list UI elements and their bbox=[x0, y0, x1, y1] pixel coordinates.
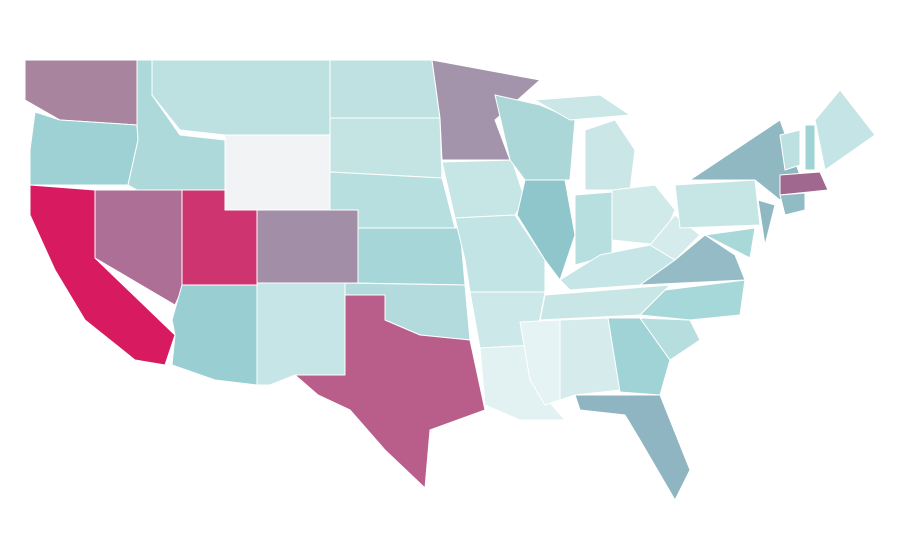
state bbox=[494, 94, 576, 181]
state bbox=[779, 129, 801, 171]
state bbox=[674, 179, 761, 229]
state bbox=[534, 94, 631, 121]
state bbox=[639, 234, 746, 286]
state bbox=[329, 59, 441, 119]
state bbox=[441, 159, 526, 219]
state bbox=[704, 227, 756, 259]
state bbox=[574, 394, 691, 501]
state bbox=[559, 317, 621, 401]
states bbox=[24, 59, 876, 501]
state bbox=[357, 227, 466, 286]
state bbox=[224, 134, 331, 211]
state bbox=[519, 319, 561, 406]
state bbox=[151, 59, 331, 136]
state bbox=[779, 192, 806, 216]
state bbox=[329, 117, 443, 179]
state bbox=[639, 317, 701, 361]
state bbox=[294, 294, 486, 489]
state bbox=[607, 317, 671, 396]
state bbox=[804, 124, 816, 171]
state bbox=[256, 209, 359, 284]
state bbox=[256, 282, 346, 386]
state bbox=[639, 279, 746, 321]
state bbox=[584, 119, 636, 191]
state bbox=[779, 171, 829, 196]
state bbox=[814, 89, 876, 171]
state bbox=[757, 199, 776, 246]
